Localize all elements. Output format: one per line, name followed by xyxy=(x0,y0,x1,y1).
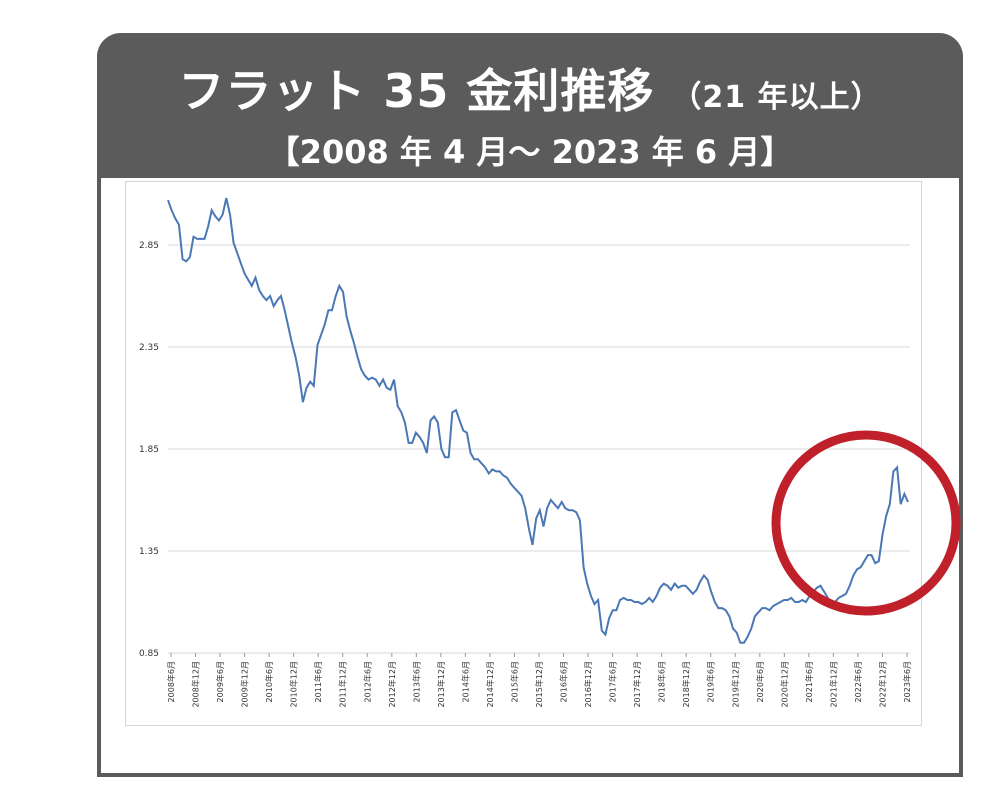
x-tick-label: 2014年12月 xyxy=(485,661,495,708)
x-tick-label: 2021年6月 xyxy=(804,661,814,702)
chart-header: フラット 35 金利推移 （21 年以上） 【2008 年 4 月～ 2023 … xyxy=(97,33,963,178)
x-tick-label: 2016年6月 xyxy=(559,661,569,702)
y-axis-labels: 0.85 1.35 1.85 2.35 2.85 xyxy=(139,241,159,659)
x-tick-label: 2020年12月 xyxy=(779,661,789,708)
x-tick-label: 2019年6月 xyxy=(706,661,716,702)
x-tick-label: 2016年12月 xyxy=(583,661,593,708)
x-tick-label: 2022年6月 xyxy=(853,661,863,702)
x-tick-label: 2013年6月 xyxy=(411,661,421,702)
y-tick-label: 0.85 xyxy=(139,649,159,659)
x-tick-label: 2015年12月 xyxy=(534,661,544,708)
x-tick-label: 2014年6月 xyxy=(460,661,470,702)
chart-subtitle: 【2008 年 4 月～ 2023 年 6 月】 xyxy=(267,133,793,171)
x-tick-label: 2020年6月 xyxy=(755,661,765,702)
y-tick-label: 1.85 xyxy=(139,445,159,455)
x-tick-label: 2008年6月 xyxy=(166,661,176,702)
chart-title: フラット 35 金利推移 （21 年以上） xyxy=(97,55,963,121)
x-tick-label: 2009年6月 xyxy=(215,661,225,702)
gridlines xyxy=(168,244,910,654)
title-sub: （21 年以上） xyxy=(671,80,882,115)
highlight-circle xyxy=(771,430,961,616)
x-axis-ticks xyxy=(170,653,908,657)
x-tick-label: 2009年12月 xyxy=(240,661,250,708)
x-tick-label: 2010年6月 xyxy=(264,661,274,702)
x-tick-label: 2012年6月 xyxy=(362,661,372,702)
x-tick-label: 2012年12月 xyxy=(387,661,397,708)
x-tick-label: 2021年12月 xyxy=(828,661,838,708)
x-tick-label: 2017年6月 xyxy=(608,661,618,702)
title-main: フラット 35 金利推移 xyxy=(178,64,655,118)
x-tick-label: 2011年12月 xyxy=(338,661,348,708)
x-tick-label: 2018年6月 xyxy=(657,661,667,702)
y-tick-label: 2.85 xyxy=(139,241,159,251)
y-tick-label: 2.35 xyxy=(139,343,159,353)
x-tick-label: 2017年12月 xyxy=(632,661,642,708)
x-tick-label: 2013年12月 xyxy=(436,661,446,708)
x-tick-label: 2008年12月 xyxy=(191,661,201,708)
x-tick-label: 2022年12月 xyxy=(877,661,887,708)
series-line xyxy=(167,197,909,644)
x-tick-label: 2023年6月 xyxy=(902,661,912,702)
x-tick-label: 2010年12月 xyxy=(289,661,299,708)
x-tick-label: 2015年6月 xyxy=(509,661,519,702)
x-tick-label: 2011年6月 xyxy=(313,661,323,702)
x-tick-label: 2018年12月 xyxy=(681,661,691,708)
x-tick-label: 2019年12月 xyxy=(730,661,740,708)
y-tick-label: 1.35 xyxy=(139,547,159,557)
x-axis-labels: 2008年6月 2008年12月 2009年6月 2009年12月 2010年6月 201… xyxy=(166,661,912,708)
